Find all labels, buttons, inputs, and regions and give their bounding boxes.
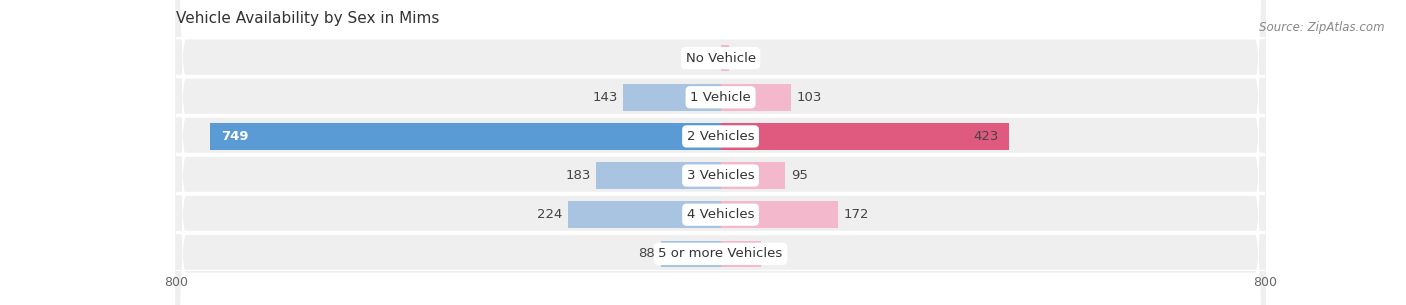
FancyBboxPatch shape (176, 0, 1265, 305)
Bar (721, 123, 1008, 150)
Text: 88: 88 (638, 247, 655, 260)
FancyBboxPatch shape (176, 0, 1265, 305)
Text: 224: 224 (537, 208, 562, 221)
Bar (721, 45, 730, 71)
FancyBboxPatch shape (176, 0, 1265, 305)
Text: 3 Vehicles: 3 Vehicles (686, 169, 755, 182)
Text: 749: 749 (221, 130, 249, 143)
Text: No Vehicle: No Vehicle (686, 52, 755, 65)
FancyBboxPatch shape (176, 0, 1265, 305)
Text: 423: 423 (973, 130, 998, 143)
Text: 95: 95 (790, 169, 807, 182)
Text: 2 Vehicles: 2 Vehicles (686, 130, 755, 143)
Text: Vehicle Availability by Sex in Mims: Vehicle Availability by Sex in Mims (176, 11, 439, 26)
FancyBboxPatch shape (176, 0, 1265, 305)
Bar (568, 201, 721, 228)
Text: Source: ZipAtlas.com: Source: ZipAtlas.com (1260, 21, 1385, 34)
Bar (623, 84, 721, 111)
Bar (721, 241, 762, 267)
Text: 13: 13 (735, 52, 752, 65)
Bar (211, 123, 721, 150)
Text: 103: 103 (796, 91, 821, 104)
Text: 4 Vehicles: 4 Vehicles (686, 208, 755, 221)
Bar (661, 241, 721, 267)
Bar (596, 162, 721, 189)
Text: 0: 0 (707, 52, 716, 65)
Text: 183: 183 (565, 169, 591, 182)
Text: 1 Vehicle: 1 Vehicle (690, 91, 751, 104)
Bar (721, 201, 838, 228)
Text: 172: 172 (844, 208, 869, 221)
Bar (721, 162, 786, 189)
Bar (721, 84, 790, 111)
Text: 5 or more Vehicles: 5 or more Vehicles (658, 247, 783, 260)
FancyBboxPatch shape (176, 0, 1265, 305)
Text: 60: 60 (766, 247, 783, 260)
Text: 143: 143 (592, 91, 617, 104)
